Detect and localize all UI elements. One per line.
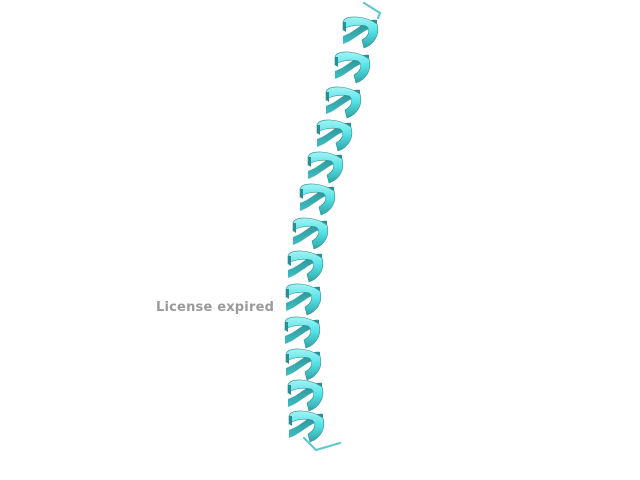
- helix-front-strands: [284, 16, 379, 443]
- helix-turn-front: [307, 151, 344, 184]
- helix-turn-front: [292, 217, 329, 250]
- helix-turn-edge: [300, 189, 303, 199]
- helix-turn-front: [285, 348, 322, 381]
- helix-turn-edge: [286, 289, 289, 299]
- helix-turn-front: [342, 16, 379, 49]
- helix-turn-edge: [317, 125, 320, 135]
- helix-turn-edge: [343, 22, 346, 32]
- helix-turn-front: [287, 379, 324, 412]
- helix-turn-front: [287, 250, 324, 283]
- helix-turn-front: [325, 86, 362, 119]
- helix-turn-front: [288, 410, 325, 443]
- helix-back-strands: [285, 19, 377, 438]
- helix-turn-edge: [326, 92, 329, 102]
- helix-turn-front: [284, 316, 321, 349]
- helix-turn-edge: [293, 223, 296, 233]
- helix-turn-front: [334, 51, 371, 84]
- helix-turn-edge: [289, 416, 292, 426]
- helix-turn-edge: [285, 322, 288, 332]
- coil-top: [362, 1, 382, 20]
- helix-turn-front: [299, 183, 336, 216]
- helix-turn-front: [285, 283, 322, 316]
- coil-bottom: [302, 436, 342, 452]
- helix-turn-front: [316, 119, 353, 152]
- helix-turn-edge: [288, 385, 291, 395]
- license-watermark: License expired: [156, 300, 275, 315]
- helix-turn-edge: [308, 157, 311, 167]
- helix-turn-edge: [286, 354, 289, 364]
- helix-turn-edge: [288, 256, 291, 266]
- helix-turn-edge: [335, 57, 338, 67]
